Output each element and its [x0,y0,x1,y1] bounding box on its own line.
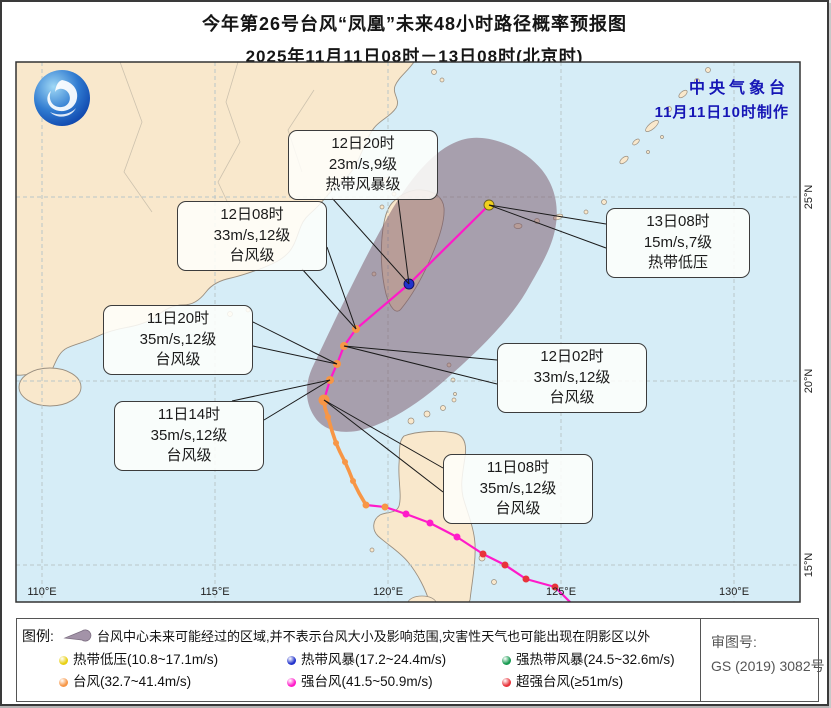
tropical-depression-dot-icon [59,656,68,665]
legend-item-super-ty: 超强台风(≥51m/s) [502,670,623,690]
track-point [402,510,410,518]
track-point [342,459,348,465]
callout-intensity: 35m/s,12级 [150,426,228,444]
legend-item-sts: 强热带风暴(24.5~32.6m/s) [502,648,675,668]
philippine-islets [369,362,497,602]
legend-item-ty: 台风(32.7~41.4m/s) [59,670,191,690]
lat-lon-gridlines [16,62,800,602]
x-tick-label: 120°E [372,586,404,598]
license-number: GS (2019) 3082号 [711,657,825,674]
callout-level: 台风级 [495,500,541,518]
callout-12d08h: 12日08时 33m/s,12级 台风级 [177,201,327,272]
agency-issued-time: 11月11日10时制作 [654,104,789,121]
severe-typhoon-dot-icon [287,678,296,687]
callout-time: 13日08时 [646,213,710,230]
callout-time: 11日14时 [157,406,221,423]
callout-leader-lines [231,197,607,493]
callout-level: 台风级 [155,351,201,369]
x-tick-label: 130°E [718,586,750,598]
track-point [551,583,559,591]
hainan-island [18,367,82,407]
callout-intensity: 15m/s,7级 [643,233,713,251]
legend-item-ts: 热带风暴(17.2~24.4m/s) [287,648,446,668]
callout-time: 11日08时 [486,459,550,476]
x-tick-label: 115°E [200,586,230,598]
license-label: 审图号: [711,634,757,650]
x-tick-label: 110°E [27,586,57,598]
legend: 图例: 台风中心未来可能经过的区域,并不表示台风大小及影响范围,灾害性天气也可能… [16,618,825,702]
track-point [522,575,530,583]
legend-heading: 图例: [22,628,54,644]
callout-13d08h: 13日08时 15m/s,7级 热带低压 [606,208,750,279]
callout-11d14h: 11日14时 35m/s,12级 台风级 [114,401,264,472]
track-point [381,503,389,511]
callout-11d08h: 11日08时 35m/s,12级 台风级 [443,454,593,525]
track-point [333,440,339,446]
callout-time: 12日08时 [220,206,284,223]
title-line1: 今年第26号台风“凤凰”未来48小时路径概率预报图 [201,14,628,34]
track-point [325,414,331,420]
callout-level: 热带低压 [647,254,708,272]
legend-item-sty: 强台风(41.5~50.9m/s) [287,670,433,690]
map-license: 审图号: GS (2019) 3082号 [711,631,825,679]
cone-legend-icon [63,629,92,642]
callout-intensity: 35m/s,12级 [139,330,217,348]
callout-11d20h: 11日20时 35m/s,12级 台风级 [103,305,253,376]
typhoon-dot-icon [59,678,68,687]
agency-name: 中央气象台 [688,80,789,97]
callout-time: 12日20时 [331,135,395,152]
legend-item-td: 热带低压(10.8~17.1m/s) [59,648,218,668]
callout-level: 台风级 [229,247,275,265]
severe-tropical-storm-dot-icon [502,656,511,665]
ryukyu-islands [513,67,711,229]
y-tick-label: 20°N [803,368,815,394]
y-tick-label: 15°N [803,552,815,578]
callout-level: 台风级 [549,389,595,407]
agency-block: 中央气象台 11月11日10时制作 [655,74,789,122]
track-point [479,550,487,558]
callout-level: 台风级 [166,447,212,465]
legend-cone-note: 台风中心未来可能经过的区域,并不表示台风大小及影响范围,灾害性天气也可能出现在阴… [97,629,651,644]
callout-12d02h: 12日02时 33m/s,12级 台风级 [497,343,647,414]
callout-time: 11日20时 [146,310,210,327]
track-past-strong [364,503,572,602]
track-past-typhoon [322,398,368,507]
callout-intensity: 23m/s,9级 [328,155,398,173]
callout-12d20h: 12日20时 23m/s,9级 热带风暴级 [288,130,438,201]
probability-cone [306,137,557,432]
callout-time: 12日02时 [540,348,604,365]
track-point [350,478,356,484]
track-point [426,519,434,527]
callout-intensity: 35m/s,12级 [479,479,557,497]
callout-intensity: 33m/s,12级 [213,226,291,244]
tropical-storm-dot-icon [287,656,296,665]
callout-level: 热带风暴级 [325,176,401,194]
legend-divider [700,619,701,701]
x-tick-label: 125°E [545,586,577,598]
y-tick-label: 25°N [803,184,815,210]
track-point [362,501,370,509]
map-border [15,61,801,603]
callout-intensity: 33m/s,12级 [533,368,611,386]
cma-logo-icon [34,70,90,126]
track-point [501,561,509,569]
track-point [453,533,461,541]
super-typhoon-dot-icon [502,678,511,687]
